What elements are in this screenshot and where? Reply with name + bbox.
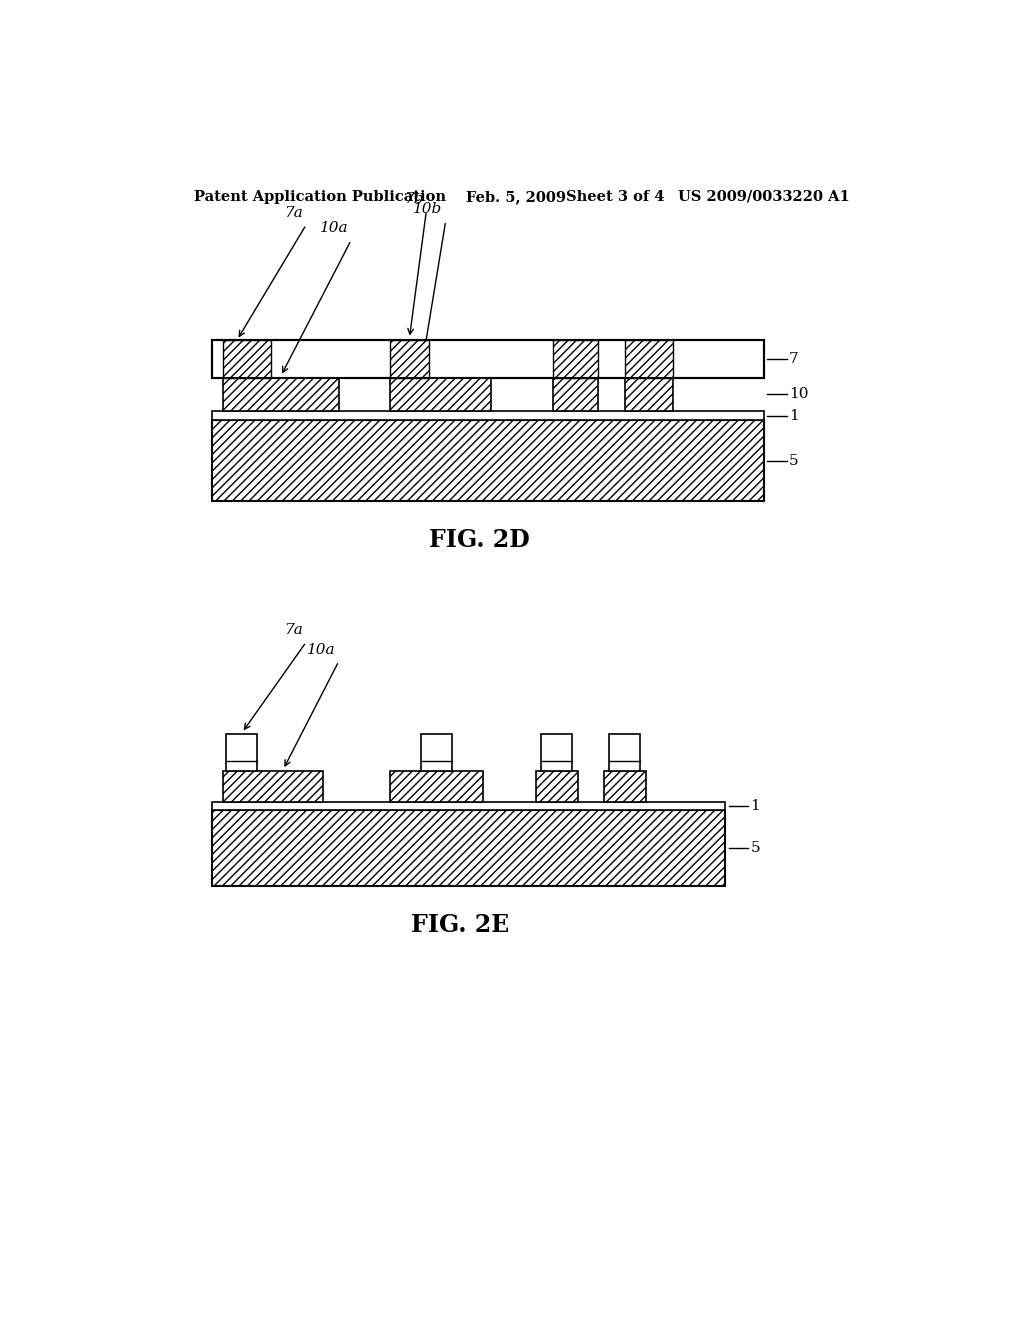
Text: 10b: 10b xyxy=(414,202,442,216)
Text: 10a: 10a xyxy=(319,222,348,235)
Bar xyxy=(390,341,429,378)
Text: 7a: 7a xyxy=(285,206,303,220)
Bar xyxy=(212,803,725,810)
Bar xyxy=(625,341,673,378)
Text: 10a: 10a xyxy=(307,643,336,656)
Bar xyxy=(536,771,579,803)
Text: FIG. 2D: FIG. 2D xyxy=(429,528,530,552)
Bar xyxy=(226,734,257,771)
Bar xyxy=(222,341,270,378)
Bar xyxy=(212,420,764,502)
Text: 7a: 7a xyxy=(285,623,303,638)
Text: 5: 5 xyxy=(751,841,760,855)
Text: FIG. 2E: FIG. 2E xyxy=(412,912,510,937)
Text: 1: 1 xyxy=(751,799,760,813)
Text: Patent Application Publication: Patent Application Publication xyxy=(194,190,445,203)
Bar xyxy=(212,341,764,378)
Text: 10: 10 xyxy=(790,387,809,401)
Bar xyxy=(390,771,483,803)
Text: 7: 7 xyxy=(790,352,799,366)
Text: Sheet 3 of 4: Sheet 3 of 4 xyxy=(566,190,665,203)
Text: US 2009/0033220 A1: US 2009/0033220 A1 xyxy=(678,190,850,203)
Bar xyxy=(212,341,764,378)
Bar xyxy=(222,771,324,803)
Bar xyxy=(541,734,572,771)
Bar xyxy=(604,771,646,803)
Bar xyxy=(609,734,640,771)
Bar xyxy=(212,810,725,886)
Bar xyxy=(553,378,598,411)
Text: 1: 1 xyxy=(790,409,799,422)
Bar xyxy=(553,341,598,378)
Text: Feb. 5, 2009: Feb. 5, 2009 xyxy=(466,190,566,203)
Bar xyxy=(212,411,764,420)
Bar xyxy=(222,378,339,411)
Text: 7b: 7b xyxy=(403,193,423,206)
Text: 5: 5 xyxy=(790,454,799,467)
Bar xyxy=(625,378,673,411)
Bar xyxy=(421,734,452,771)
Bar xyxy=(390,378,490,411)
